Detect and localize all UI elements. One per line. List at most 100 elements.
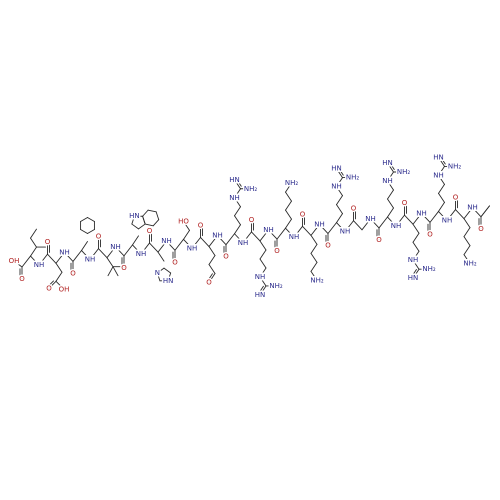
bond bbox=[336, 177, 343, 188]
atom-label: O bbox=[223, 253, 229, 261]
bond bbox=[370, 218, 380, 229]
atom-label: HN bbox=[433, 153, 444, 161]
bond bbox=[472, 207, 482, 218]
bond bbox=[319, 223, 329, 234]
bond bbox=[387, 216, 397, 227]
atom-label: N bbox=[155, 269, 160, 277]
bond bbox=[200, 237, 210, 247]
atom-label: NH bbox=[382, 177, 393, 185]
bond bbox=[310, 223, 320, 236]
atom-label: NH bbox=[263, 226, 274, 234]
bond bbox=[388, 161, 395, 171]
bond bbox=[155, 211, 160, 221]
atom-label: NH bbox=[59, 248, 70, 256]
bond bbox=[64, 251, 74, 262]
bond bbox=[207, 273, 213, 282]
bond bbox=[30, 255, 40, 266]
bond bbox=[147, 209, 157, 213]
bond bbox=[123, 244, 133, 257]
bond bbox=[132, 235, 139, 246]
bond bbox=[285, 200, 292, 211]
bond bbox=[47, 253, 57, 264]
atom-label: NH bbox=[314, 220, 325, 228]
bond bbox=[438, 183, 445, 194]
bond bbox=[285, 182, 292, 193]
bond bbox=[55, 271, 63, 282]
bond bbox=[412, 212, 422, 225]
bond bbox=[251, 231, 261, 242]
bond bbox=[208, 273, 216, 283]
bond bbox=[293, 225, 303, 238]
atom-label: NH₂ bbox=[448, 162, 462, 170]
bond bbox=[361, 218, 371, 231]
bond bbox=[336, 213, 343, 224]
bond bbox=[285, 227, 295, 238]
atom-label: NH bbox=[340, 228, 351, 236]
bond bbox=[438, 165, 445, 176]
atom-label: NH₂ bbox=[422, 265, 436, 273]
bond bbox=[183, 220, 190, 231]
bond bbox=[412, 259, 420, 270]
atom-label: NH bbox=[408, 256, 419, 264]
bond bbox=[217, 235, 227, 246]
atom-label: NH bbox=[34, 261, 45, 269]
bond bbox=[140, 242, 150, 255]
atom-label: NH bbox=[365, 215, 376, 223]
atom-label: NH bbox=[255, 273, 266, 281]
bond bbox=[112, 266, 119, 277]
bond bbox=[412, 250, 420, 261]
atom-label: O bbox=[325, 242, 331, 250]
bond bbox=[259, 229, 269, 242]
bond bbox=[234, 206, 241, 217]
atom-label: OH bbox=[9, 257, 20, 265]
bond bbox=[463, 254, 471, 265]
atom-label: HN bbox=[382, 159, 393, 167]
bond bbox=[115, 246, 125, 257]
bond bbox=[336, 195, 343, 206]
bond bbox=[336, 222, 346, 233]
bond bbox=[310, 252, 318, 263]
atom-label: OH bbox=[59, 285, 70, 293]
atom-label: NH bbox=[331, 183, 342, 191]
bond bbox=[285, 218, 292, 229]
atom-label: O bbox=[172, 258, 178, 266]
atom-label: O bbox=[206, 279, 212, 287]
bond bbox=[142, 209, 149, 217]
atom-label: O bbox=[453, 194, 459, 202]
bond bbox=[242, 231, 252, 244]
bond bbox=[463, 207, 473, 220]
atom-label: O bbox=[478, 225, 484, 233]
bond bbox=[131, 223, 139, 230]
bond bbox=[438, 192, 445, 203]
atom-label: O bbox=[274, 247, 280, 255]
bond bbox=[463, 227, 471, 238]
bond bbox=[48, 280, 57, 289]
bond bbox=[89, 248, 99, 261]
bond bbox=[310, 261, 318, 272]
bond bbox=[337, 167, 344, 176]
atom-label: HN bbox=[408, 274, 419, 282]
atom-label: NH bbox=[187, 244, 198, 252]
atom-label: O bbox=[402, 199, 408, 207]
bond bbox=[55, 262, 63, 273]
bond bbox=[98, 248, 108, 259]
bond bbox=[259, 258, 267, 269]
bond bbox=[353, 220, 363, 231]
bond bbox=[132, 244, 142, 255]
bond bbox=[13, 260, 23, 268]
bond bbox=[395, 214, 405, 227]
bond bbox=[438, 174, 445, 185]
bond bbox=[235, 178, 242, 187]
bond bbox=[285, 209, 292, 220]
bond bbox=[336, 186, 343, 197]
atom-label: NH bbox=[391, 222, 402, 230]
bond bbox=[234, 197, 241, 208]
atom-label: HN bbox=[255, 291, 266, 299]
bond bbox=[191, 237, 201, 249]
atom-label: O bbox=[427, 230, 433, 238]
atom-label: O bbox=[198, 221, 204, 229]
bond bbox=[439, 156, 446, 165]
bond bbox=[310, 270, 318, 281]
atom-label: NH₂ bbox=[244, 185, 258, 193]
bond bbox=[259, 285, 267, 296]
